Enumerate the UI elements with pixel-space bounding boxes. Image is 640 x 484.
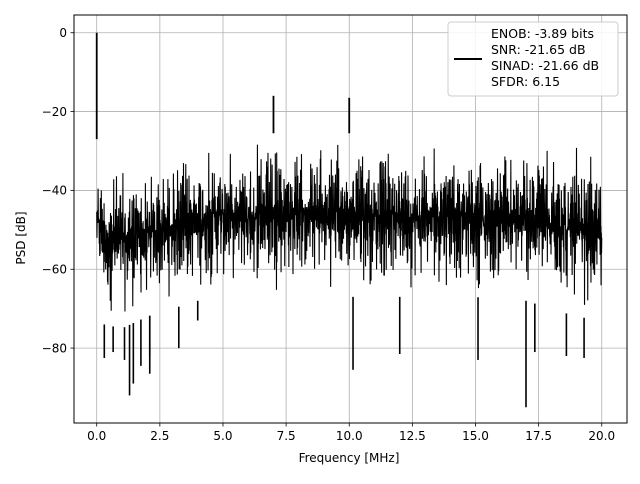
y-tick-label: −40 <box>42 184 67 198</box>
legend-entry: SNR: -21.65 dB <box>491 42 586 57</box>
x-axis-label: Frequency [MHz] <box>299 451 400 465</box>
x-tick-label: 5.0 <box>213 429 232 443</box>
y-tick-label: −20 <box>42 105 67 119</box>
x-tick-label: 0.0 <box>87 429 106 443</box>
x-tick-label: 12.5 <box>399 429 426 443</box>
x-tick-label: 7.5 <box>277 429 296 443</box>
legend-entry: SINAD: -21.66 dB <box>491 58 599 73</box>
x-tick-label: 17.5 <box>525 429 552 443</box>
y-tick-label: 0 <box>59 26 67 40</box>
legend-entry: SFDR: 6.15 <box>491 74 560 89</box>
y-axis-label: PSD [dB] <box>14 211 28 264</box>
x-tick-label: 20.0 <box>588 429 615 443</box>
legend-box <box>447 21 619 97</box>
plot-frame <box>73 14 628 424</box>
psd-series <box>95 32 603 408</box>
y-tick-label: −80 <box>42 341 67 355</box>
x-axis: 0.0 2.5 5.0 7.5 10.0 12.5 15.0 17.5 20.0 <box>87 423 615 443</box>
x-tick-label: 2.5 <box>150 429 169 443</box>
y-axis: 0 −20 −40 −60 −80 <box>42 26 74 355</box>
y-tick-label: −60 <box>42 263 67 277</box>
x-tick-label: 10.0 <box>336 429 363 443</box>
psd-trace <box>96 144 603 312</box>
legend-entry: ENOB: -3.89 bits <box>491 26 594 41</box>
x-tick-label: 15.0 <box>462 429 489 443</box>
